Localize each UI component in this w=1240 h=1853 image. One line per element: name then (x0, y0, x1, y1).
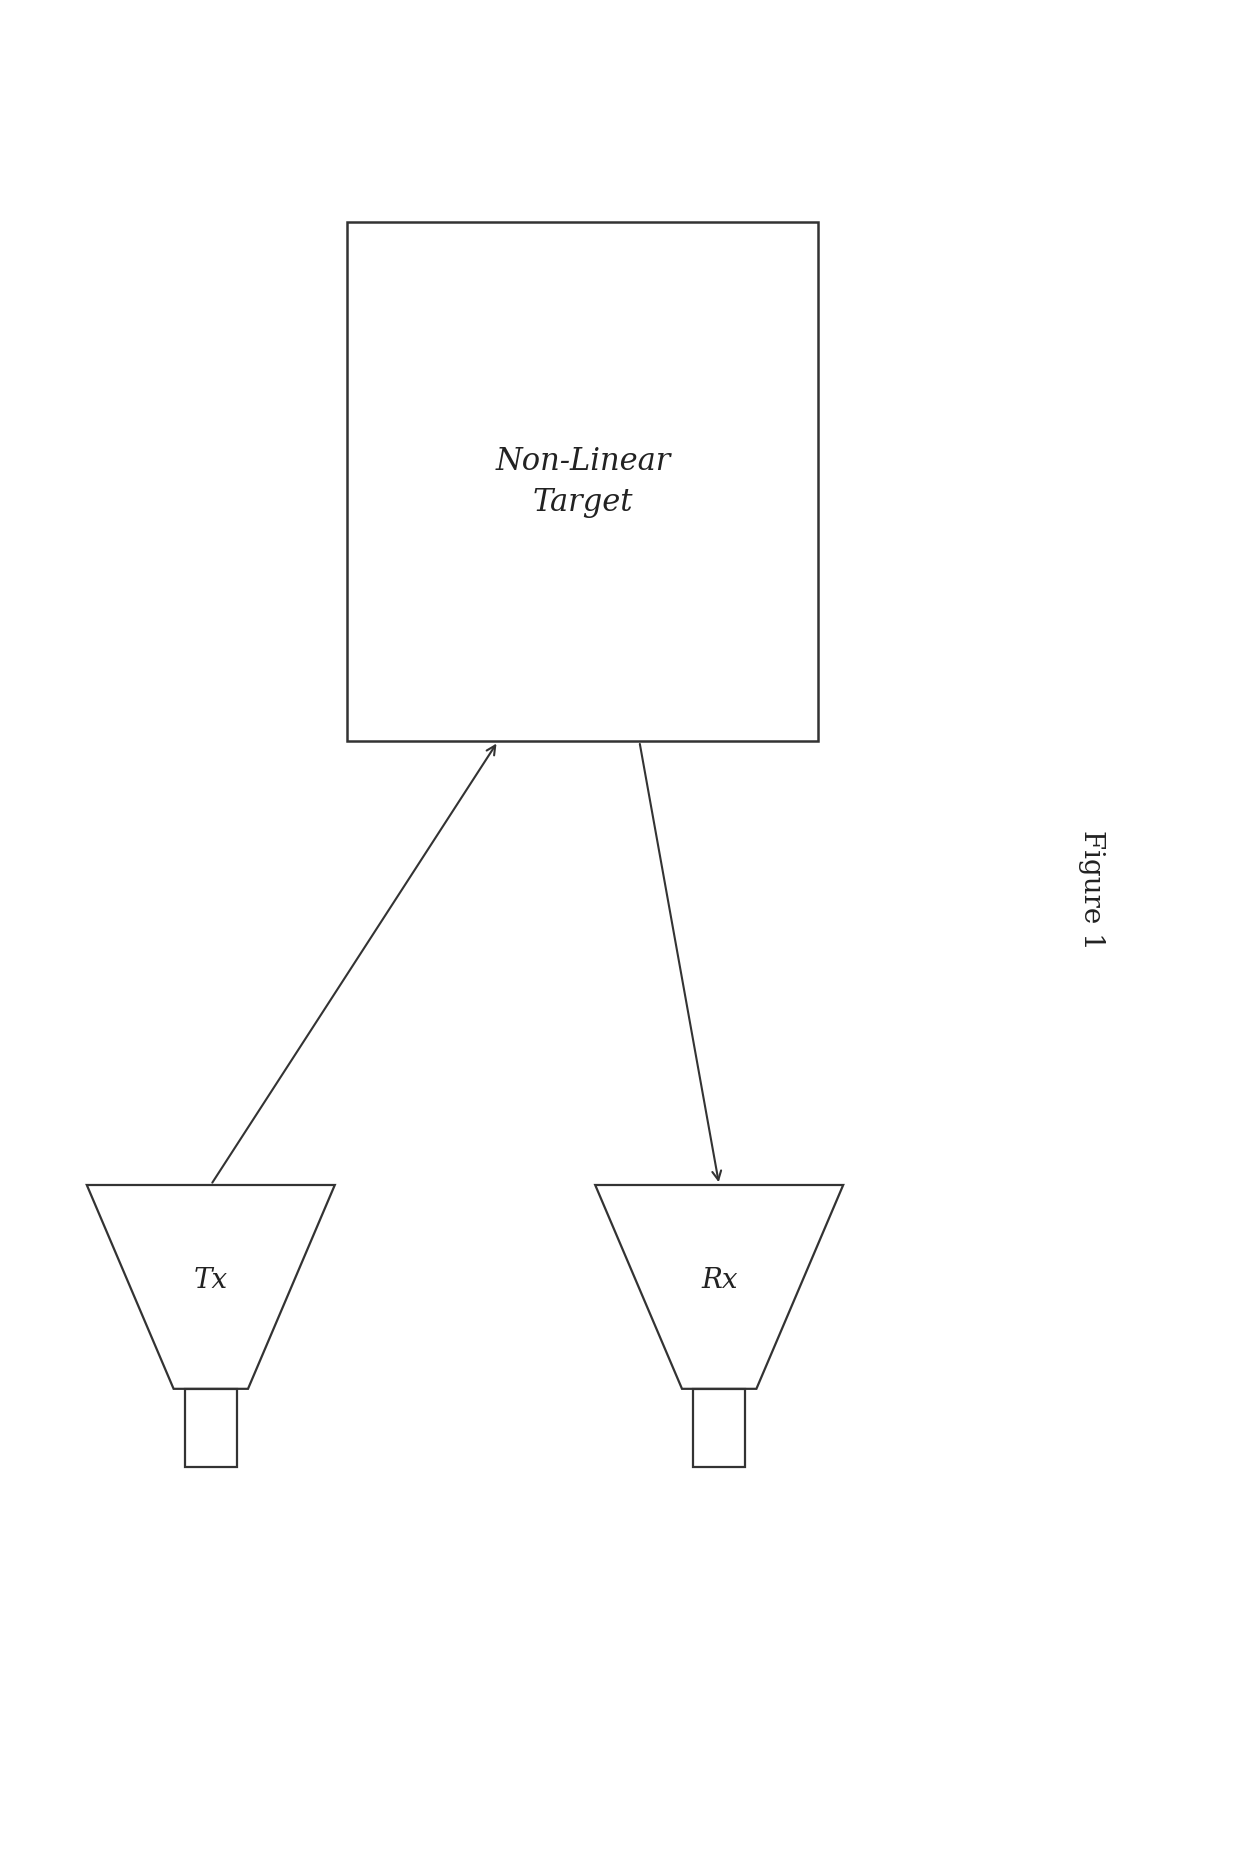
Polygon shape (595, 1186, 843, 1390)
Bar (185, 1390, 237, 1468)
Text: Rx: Rx (701, 1267, 738, 1293)
Text: Non-Linear
Target: Non-Linear Target (495, 447, 671, 517)
Bar (347, 222, 818, 741)
Bar (693, 1390, 745, 1468)
Polygon shape (87, 1186, 335, 1390)
Text: Tx: Tx (193, 1267, 228, 1293)
Text: Figure 1: Figure 1 (1078, 830, 1105, 949)
